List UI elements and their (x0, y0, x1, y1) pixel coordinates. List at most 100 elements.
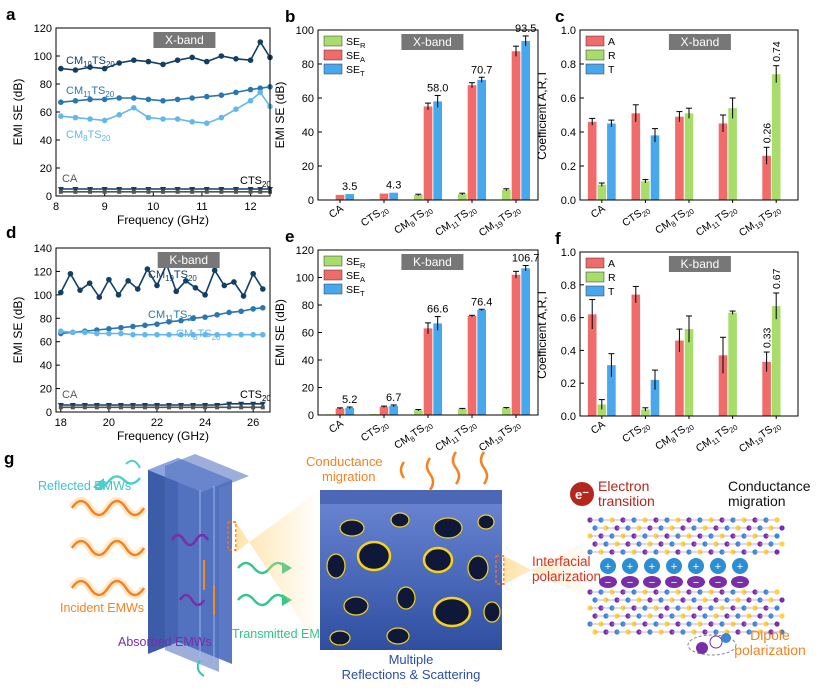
data-point (189, 95, 195, 101)
positive-charge-sign: + (693, 561, 699, 573)
data-point (86, 280, 93, 286)
bar (501, 189, 511, 200)
x-tick-label: 12 (244, 201, 256, 213)
x-axis-label: Frequency (GHz) (117, 429, 209, 443)
data-point (215, 405, 220, 410)
data-point (259, 304, 266, 311)
chart-e: e 0 20 40 60 80 100 120 EMI SE (dB) CA CTS20CM8TS2… (273, 227, 539, 456)
data-point (250, 270, 256, 277)
y-tick-label: 60 (40, 107, 52, 119)
data-point (82, 329, 88, 336)
value-label: 93.5 (515, 23, 536, 35)
bar (379, 193, 389, 200)
bar (728, 312, 737, 416)
chart-f: f 0.0 0.2 0.4 0.6 0.8 1.0 Coefficient A,R,T CA CT… (535, 229, 799, 455)
series-line-1 (60, 86, 271, 103)
legend-swatch (323, 283, 343, 295)
data-point (189, 119, 195, 125)
data-point (125, 278, 131, 284)
y-tick-label: 120 (34, 266, 52, 278)
legend-label: R (608, 272, 616, 284)
data-point (178, 317, 184, 324)
data-point (142, 322, 148, 329)
x-tick-label: CTS20 (359, 418, 391, 446)
data-point (179, 405, 184, 410)
panel-letter-g: g (4, 449, 14, 468)
y-tick-label: 20 (302, 383, 314, 395)
y-tick-label: 100 (34, 290, 52, 302)
data-point (203, 93, 210, 100)
negative-charge (709, 576, 727, 588)
x-tick-label: CM19TS20 (477, 418, 523, 456)
bar (511, 274, 521, 415)
legend-swatch (323, 269, 343, 281)
lattice-atom (779, 597, 785, 603)
legend-label: SEA (346, 270, 366, 284)
data-point (203, 58, 210, 65)
lattice-atom (774, 621, 780, 627)
legend-label: SER (346, 36, 366, 50)
x-tick-label: CM11TS20 (694, 203, 740, 241)
zoom-beam-right (504, 540, 590, 600)
legend-swatch (585, 257, 605, 269)
x-axis-label: Frequency (GHz) (117, 213, 209, 227)
data-point (131, 57, 137, 63)
data-point (130, 331, 136, 338)
charge-layer: + − + − + − + − + − + − + − (599, 558, 749, 589)
x-tick-label: CTS20 (620, 419, 652, 447)
data-point (227, 405, 232, 410)
data-point (106, 326, 112, 332)
data-point (231, 279, 237, 285)
y-tick-label: 20 (40, 163, 52, 175)
x-tick-label: CM8TS20 (653, 203, 696, 239)
y-tick-label: 0.0 (561, 195, 576, 207)
y-tick-label: 40 (40, 135, 52, 147)
legend-swatch (323, 35, 343, 47)
data-point (218, 92, 225, 98)
x-tick-label: CM19TS20 (737, 203, 783, 241)
bar (650, 135, 660, 200)
data-point (202, 331, 208, 338)
dipole-icon (687, 633, 737, 656)
data-point (247, 98, 254, 104)
bar (762, 361, 771, 416)
conductance-left-label: Conductance migration (306, 454, 386, 484)
data-point (142, 331, 148, 338)
conductance-right-label: Conductance migration (728, 478, 811, 509)
band-badge-text: X-band (165, 33, 204, 47)
y-tick-label: 0.6 (561, 93, 576, 105)
y-tick-label: 140 (34, 243, 52, 255)
data-point (257, 187, 264, 192)
data-point (258, 189, 263, 194)
positive-charge (600, 558, 616, 574)
data-point (160, 116, 166, 122)
absorbed-label: Absorbed EMWs (118, 635, 212, 649)
data-point (189, 54, 195, 61)
y-tick-label: 120 (296, 245, 314, 257)
bar (345, 194, 355, 200)
data-point (72, 98, 79, 104)
data-point (72, 67, 79, 73)
x-tick-label: CM19TS20 (477, 203, 523, 241)
conductance-left-text-2: migration (322, 469, 375, 484)
x-tick-label: CM8TS20 (392, 418, 435, 454)
data-point (259, 401, 266, 407)
y-tick-label: 60 (302, 93, 314, 105)
x-tick-label: CTS20 (620, 203, 652, 231)
value-label: 0.67 (771, 268, 783, 289)
positive-charge (710, 558, 726, 574)
y-tick-label: 0.6 (561, 313, 576, 325)
chart-d: d 0 20 40 60 80 100 120 140 EMI SE (dB) 18 20 22 24 26… (6, 223, 271, 443)
data-point (146, 189, 151, 194)
series-label: CM11TS20 (66, 85, 115, 99)
y-tick-label: 80 (40, 79, 52, 91)
panel-letter-c: c (555, 7, 564, 26)
bar (684, 329, 694, 416)
bar (379, 406, 389, 415)
data-point (58, 113, 64, 119)
y-tick-label: 60 (40, 337, 52, 349)
data-point (238, 308, 244, 315)
bar (477, 309, 487, 415)
data-point (203, 405, 208, 410)
